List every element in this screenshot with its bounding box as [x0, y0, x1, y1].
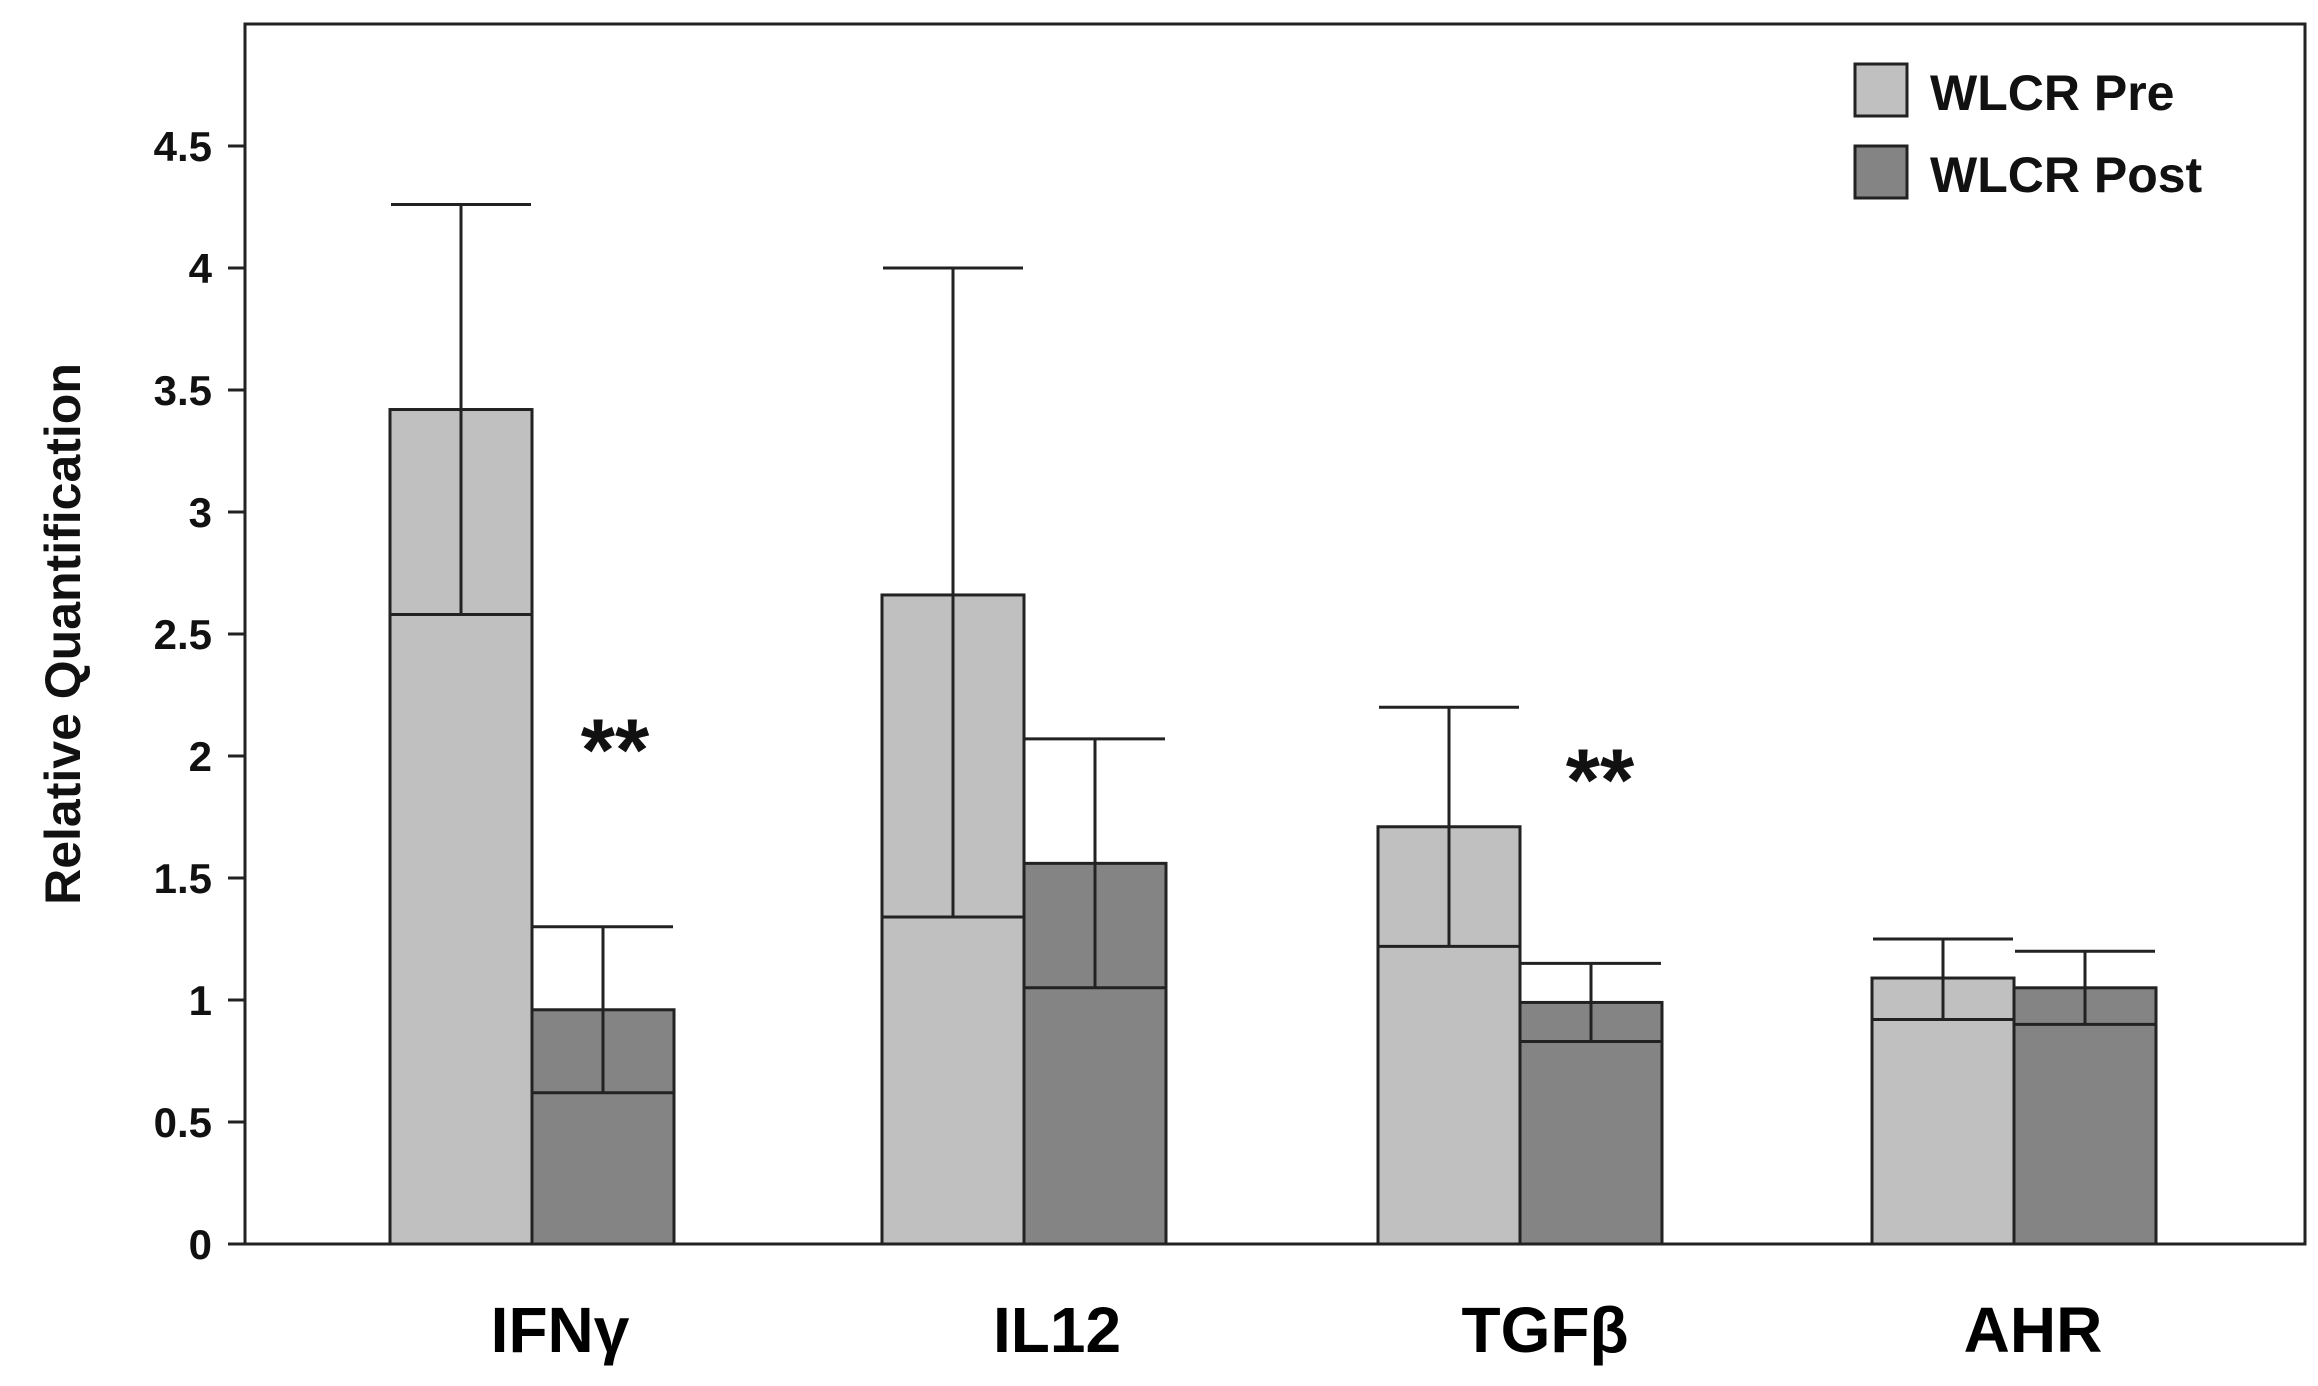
error-bars-layer	[390, 203, 2156, 1095]
legend-label-pre: WLCR Pre	[1930, 65, 2174, 121]
y-axis-ticks: 0 0.5 1 1.5 2 2.5 3 3.5 4 4.5	[154, 123, 245, 1268]
y-tick-label: 0	[189, 1221, 212, 1268]
x-category-label: TGFβ	[1461, 1294, 1628, 1366]
legend: WLCR Pre WLCR Post	[1853, 62, 2203, 203]
legend-swatch-post	[1853, 144, 1909, 200]
significance-marker: **	[581, 700, 650, 799]
y-tick-label: 3	[189, 489, 212, 536]
bar-pre	[1870, 976, 2016, 1246]
x-category-label: AHR	[1964, 1294, 2103, 1366]
y-axis-label: Relative Quantification	[35, 363, 91, 905]
x-axis-labels: IFNγ IL12 TGFβ AHR	[491, 1294, 2103, 1366]
y-tick-label: 2.5	[154, 611, 212, 658]
legend-label-post: WLCR Post	[1930, 147, 2203, 203]
bar-post	[2012, 986, 2158, 1246]
legend-swatch-pre	[1853, 62, 1909, 118]
bars-layer	[388, 408, 2158, 1246]
y-tick-label: 4	[189, 245, 213, 292]
y-tick-label: 0.5	[154, 1099, 212, 1146]
y-tick-label: 1	[189, 977, 212, 1024]
y-tick-label: 3.5	[154, 367, 212, 414]
y-tick-label: 2	[189, 733, 212, 780]
x-category-label: IL12	[993, 1294, 1121, 1366]
x-category-label: IFNγ	[491, 1294, 630, 1366]
significance-annotations: ** **	[581, 700, 1635, 829]
y-tick-label: 4.5	[154, 123, 212, 170]
significance-marker: **	[1566, 730, 1635, 829]
bar-pre	[1376, 825, 1522, 1246]
y-tick-label: 1.5	[154, 855, 212, 902]
